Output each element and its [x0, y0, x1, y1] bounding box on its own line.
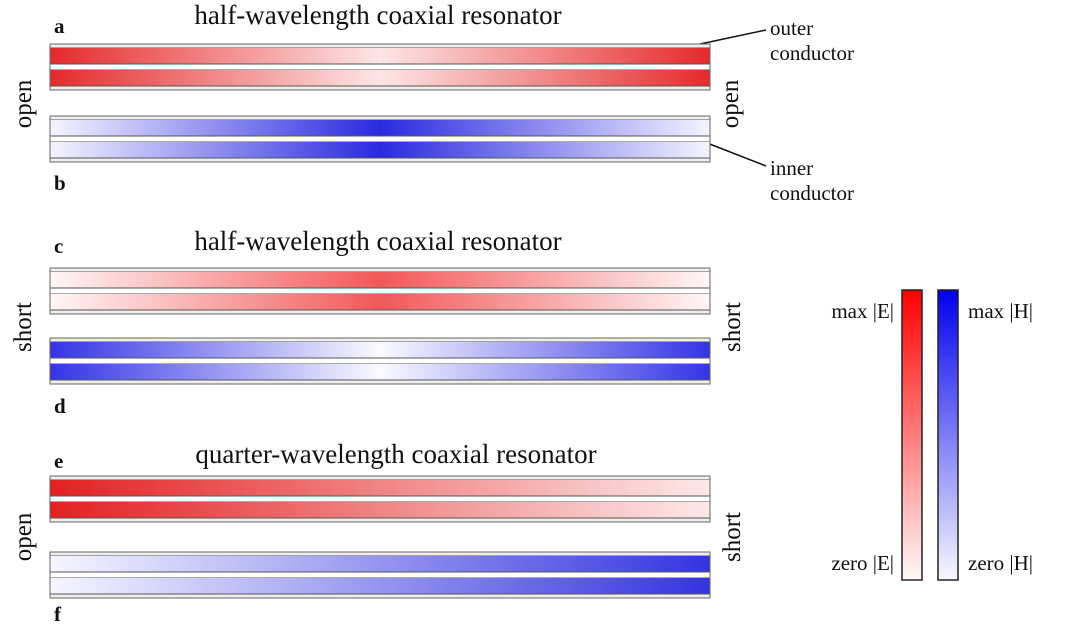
- outer-conductor: [49, 267, 711, 273]
- outer-conductor: [49, 517, 711, 523]
- field-region: [50, 294, 710, 310]
- colorbar-label: max |H|: [968, 299, 1033, 323]
- inner-conductor: [49, 571, 711, 579]
- colorbar-label: zero |E|: [831, 551, 894, 575]
- panel-label: e: [54, 449, 63, 473]
- field-region: [50, 556, 710, 572]
- colorbar-label: max |E|: [831, 299, 894, 323]
- resonator-outline: [49, 551, 711, 599]
- field-region: [50, 142, 710, 158]
- field-region: [50, 70, 710, 86]
- field-region: [50, 364, 710, 380]
- panel-title: quarter-wavelength coaxial resonator: [195, 439, 596, 469]
- end-label: short: [719, 302, 746, 352]
- field-region: [50, 578, 710, 594]
- pointer: [701, 140, 767, 167]
- outer-conductor: [49, 379, 711, 385]
- outer-conductor: [49, 309, 711, 315]
- inner-conductor: [49, 495, 711, 503]
- panel-label: b: [54, 171, 66, 195]
- annotation: outer: [770, 16, 813, 40]
- resonator-outline: [49, 43, 711, 91]
- field-region: [50, 120, 710, 136]
- inner-conductor: [49, 287, 711, 295]
- outer-conductor: [49, 157, 711, 163]
- outer-conductor: [49, 551, 711, 557]
- outer-conductor: [49, 43, 711, 49]
- panel-label: d: [54, 394, 66, 418]
- field-region: [50, 502, 710, 518]
- field-region: [50, 272, 710, 288]
- annotation: conductor: [770, 41, 854, 65]
- inner-conductor: [49, 135, 711, 143]
- end-label: open: [717, 79, 744, 128]
- panel-title: half-wavelength coaxial resonator: [194, 0, 561, 30]
- outer-conductor: [49, 475, 711, 481]
- resonator-outline: [49, 475, 711, 523]
- resonator-outline: [49, 267, 711, 315]
- panel-label: f: [54, 602, 62, 626]
- outer-conductor: [49, 337, 711, 343]
- end-label: open: [10, 512, 37, 561]
- outer-conductor: [49, 593, 711, 599]
- colorbar-e: [901, 289, 923, 581]
- end-label: open: [10, 79, 37, 128]
- pointer: [699, 29, 767, 45]
- end-label: short: [719, 512, 746, 562]
- panel-title: half-wavelength coaxial resonator: [194, 226, 561, 256]
- annotation: conductor: [770, 181, 854, 205]
- outer-conductor: [49, 85, 711, 91]
- panel-label: c: [54, 234, 63, 258]
- annotation: inner: [770, 156, 813, 180]
- field-region: [50, 480, 710, 496]
- panel-label: a: [54, 14, 65, 38]
- resonator-outline: [49, 115, 711, 163]
- end-label: short: [10, 302, 37, 352]
- resonator-outline: [49, 337, 711, 385]
- inner-conductor: [49, 63, 711, 71]
- colorbar-label: zero |H|: [968, 551, 1033, 575]
- colorbar-h: [937, 289, 959, 581]
- inner-conductor: [49, 357, 711, 365]
- field-region: [50, 342, 710, 358]
- field-region: [50, 48, 710, 64]
- outer-conductor: [49, 115, 711, 121]
